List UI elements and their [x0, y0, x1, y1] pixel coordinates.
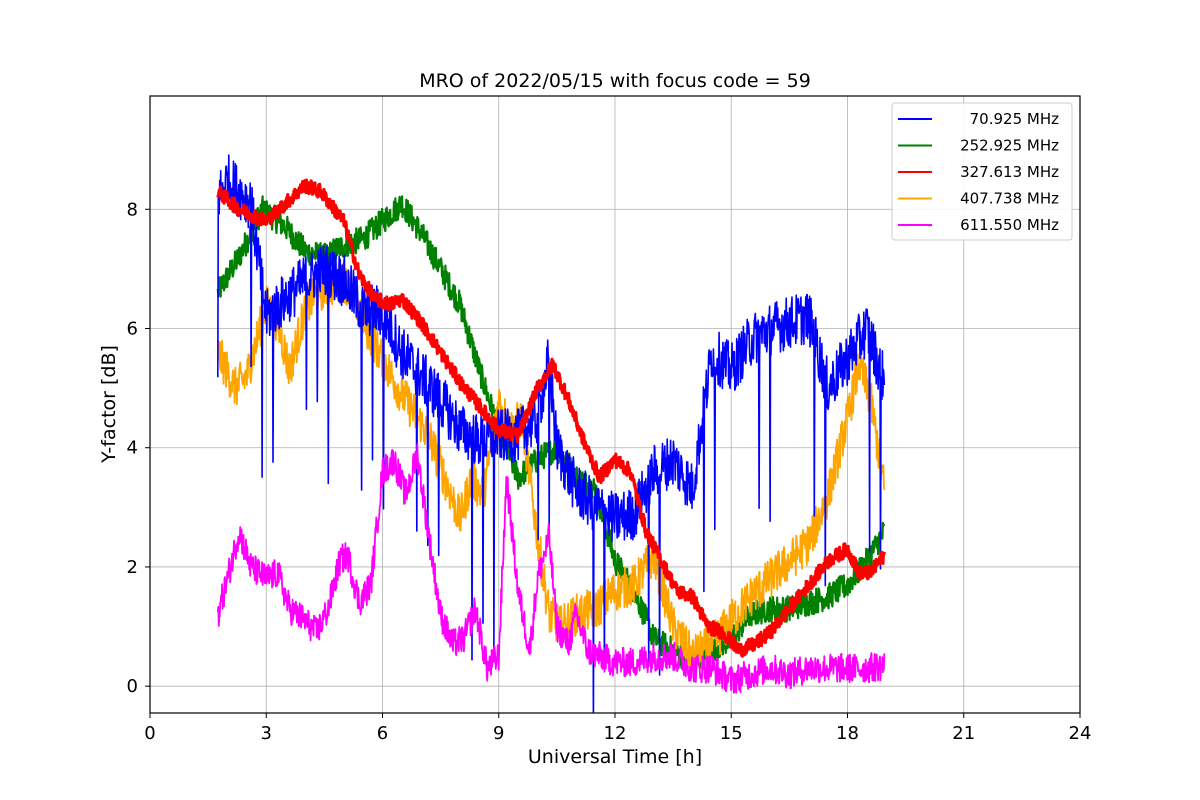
x-tick-label: 18: [836, 723, 859, 744]
chart-title: MRO of 2022/05/15 with focus code = 59: [419, 70, 811, 92]
y-tick-label: 4: [127, 438, 138, 459]
y-tick-label: 6: [127, 318, 138, 339]
y-tick-label: 2: [127, 557, 138, 578]
x-axis-label: Universal Time [h]: [528, 746, 702, 768]
series-line-611-550-mhz: [216, 443, 886, 694]
legend-label: 611.550 MHz: [960, 216, 1059, 234]
legend-box: [891, 102, 1073, 241]
legend-label: 70.925 MHz: [970, 110, 1059, 128]
legend-label: 252.925 MHz: [960, 137, 1059, 155]
y-tick-label: 0: [127, 676, 138, 697]
x-tick-label: 3: [261, 723, 272, 744]
legend-label: 327.613 MHz: [960, 163, 1059, 181]
series-line-70-925-mhz: [217, 154, 886, 713]
series-layer: [216, 154, 886, 713]
legend: 70.925 MHz 252.925 MHz 327.613 MHz 407.738 …: [891, 102, 1073, 241]
x-tick-label: 21: [952, 723, 975, 744]
x-tick-label: 12: [604, 723, 627, 744]
x-tick-label: 24: [1069, 723, 1092, 744]
x-tick-label: 0: [144, 723, 155, 744]
y-axis-label: Y-factor [dB]: [98, 345, 120, 464]
series-line-252-925-mhz: [216, 195, 886, 674]
x-tick-label: 9: [493, 723, 504, 744]
x-tick-label: 15: [720, 723, 743, 744]
y-tick-label: 8: [127, 199, 138, 220]
series-line-327-613-mhz: [216, 178, 886, 658]
x-tick-label: 6: [377, 723, 388, 744]
legend-label: 407.738 MHz: [960, 190, 1059, 208]
